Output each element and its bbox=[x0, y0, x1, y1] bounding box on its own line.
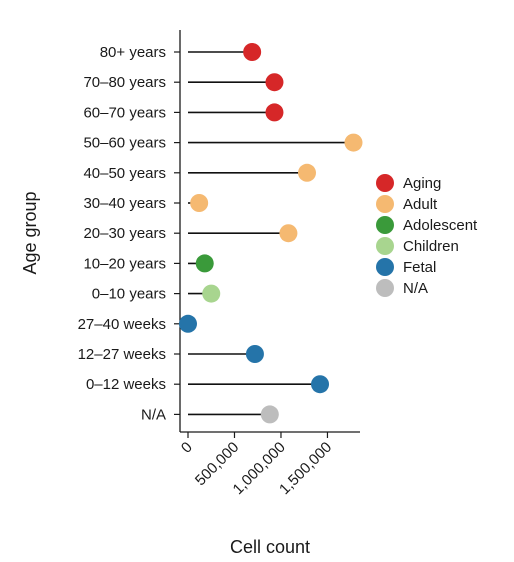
lollipop-dot bbox=[279, 224, 298, 243]
legend-entry-label: Children bbox=[403, 238, 459, 255]
y-tick-label: 40–50 years bbox=[83, 165, 166, 182]
y-tick-label: 27–40 weeks bbox=[78, 316, 166, 333]
y-tick-label: 0–12 weeks bbox=[86, 376, 166, 393]
lollipop-dot bbox=[195, 254, 214, 273]
legend-marker bbox=[376, 279, 394, 297]
lollipop-dot bbox=[311, 375, 330, 394]
legend-entry-label: Fetal bbox=[403, 259, 436, 276]
legend-marker bbox=[376, 195, 394, 213]
lollipop-dot bbox=[243, 43, 262, 61]
y-tick-label: 10–20 years bbox=[83, 255, 166, 272]
y-tick-label: 80+ years bbox=[100, 44, 166, 61]
y-axis-title: Age group bbox=[20, 191, 40, 274]
legend-entry-label: Adult bbox=[403, 196, 438, 213]
legend-marker bbox=[376, 258, 394, 276]
y-tick-label: N/A bbox=[141, 406, 166, 423]
lollipop-dot bbox=[245, 345, 264, 363]
x-tick-label: 0 bbox=[178, 439, 196, 457]
y-tick-label: 12–27 weeks bbox=[78, 346, 166, 363]
y-tick-label: 60–70 years bbox=[83, 104, 166, 121]
y-tick-label: 0–10 years bbox=[92, 286, 166, 303]
lollipop-dot bbox=[260, 405, 279, 424]
lollipop-dot bbox=[202, 284, 221, 303]
legend-entry-label: N/A bbox=[403, 280, 428, 297]
y-tick-label: 20–30 years bbox=[83, 225, 166, 242]
y-tick-label: 70–80 years bbox=[83, 74, 166, 91]
legend-marker bbox=[376, 237, 394, 255]
legend-marker bbox=[376, 174, 394, 192]
lollipop-dot bbox=[265, 103, 284, 122]
x-axis-title: Cell count bbox=[230, 537, 310, 557]
lollipop-dot bbox=[179, 314, 197, 333]
legend-marker bbox=[376, 216, 394, 234]
lollipop-dot bbox=[265, 73, 284, 92]
lollipop-dot bbox=[344, 133, 363, 152]
lollipop-dot bbox=[298, 163, 317, 182]
legend-entry-label: Aging bbox=[403, 175, 441, 192]
lollipop-dot bbox=[190, 194, 209, 212]
y-tick-label: 30–40 years bbox=[83, 195, 166, 212]
y-tick-label: 50–60 years bbox=[83, 135, 166, 152]
legend-entry-label: Adolescent bbox=[403, 217, 478, 234]
